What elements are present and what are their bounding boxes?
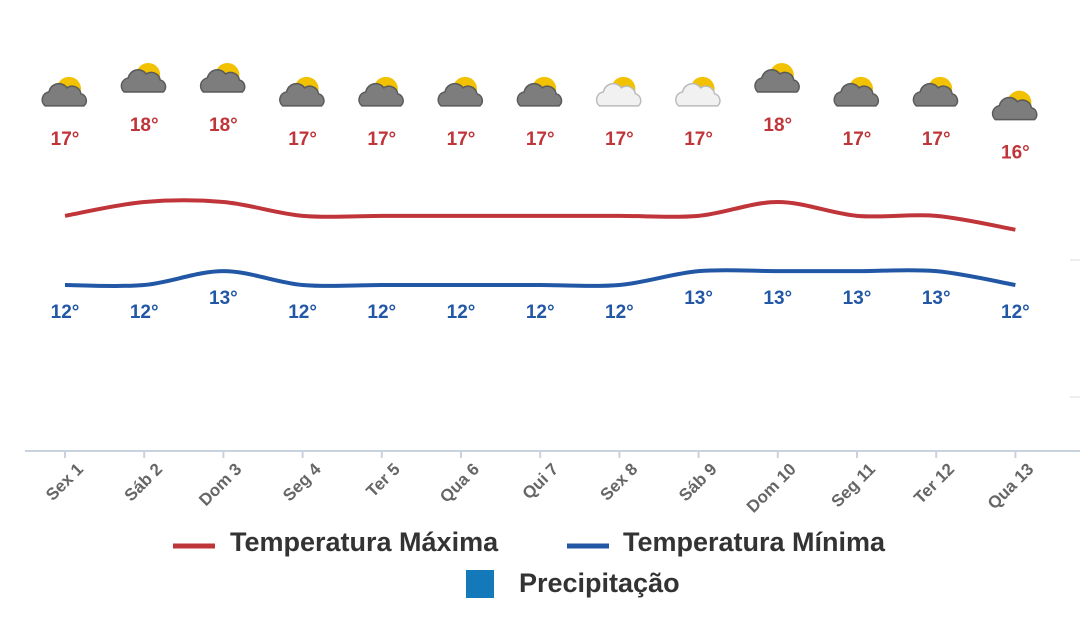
line — [64, 198, 1016, 232]
weather-icon — [912, 76, 959, 107]
value-label: 17° — [447, 129, 476, 150]
weather-icon — [437, 76, 484, 107]
value-label: 12° — [447, 302, 476, 323]
value-label: 17° — [843, 129, 872, 150]
cloud — [754, 69, 800, 93]
cloud — [833, 82, 880, 107]
value-label: 13° — [763, 288, 792, 309]
cloud — [675, 82, 721, 107]
x-tick-label: Dom 10 — [743, 460, 800, 517]
weather-icon — [279, 76, 325, 107]
value-label: 12° — [51, 302, 80, 323]
cloud — [358, 82, 404, 107]
value-label: 13° — [922, 288, 951, 309]
x-tick-label: Ter 5 — [363, 460, 404, 501]
x-tick-label: Dom 3 — [195, 460, 245, 510]
x-tick-label: Qua 6 — [436, 460, 483, 507]
cloud — [279, 82, 325, 107]
weather-icon — [41, 76, 88, 107]
cloud — [437, 82, 484, 107]
x-tick-label: Sex 1 — [42, 460, 87, 505]
cloud — [595, 82, 642, 107]
x-tick-label: Sáb 9 — [675, 460, 721, 506]
weather-icon — [120, 63, 167, 93]
x-tick-label: Qui 7 — [519, 460, 562, 503]
legend-label: Precipitação — [519, 568, 680, 598]
weather-icon — [199, 63, 246, 93]
x-tick-label: Sáb 2 — [121, 460, 167, 506]
value-label: 13° — [209, 288, 238, 309]
x-tick-label: Qua 13 — [984, 460, 1038, 514]
legend-label: Temperatura Mínima — [623, 527, 886, 557]
legend-swatch — [466, 570, 494, 598]
value-label: 17° — [605, 129, 634, 150]
weather-icon — [833, 76, 880, 107]
value-label: 12° — [605, 302, 634, 323]
weather-icon — [595, 76, 642, 107]
x-tick-label: Sex 8 — [597, 460, 642, 505]
value-label: 12° — [367, 302, 396, 323]
value-label: 18° — [763, 115, 792, 136]
legend-label: Temperatura Máxima — [230, 527, 499, 557]
cloud — [912, 82, 959, 107]
x-tick-label: Ter 12 — [910, 460, 958, 508]
weather-icon — [358, 76, 404, 107]
value-label: 13° — [843, 288, 872, 309]
value-label: 17° — [367, 129, 396, 150]
x-tick-label: Seg 11 — [827, 460, 879, 512]
value-label: 12° — [288, 302, 317, 323]
weather-icon — [516, 76, 563, 107]
value-label: 12° — [526, 302, 555, 323]
value-label: 12° — [1001, 302, 1030, 323]
value-label: 12° — [130, 302, 159, 323]
value-label: 17° — [288, 129, 317, 150]
weather-icon — [754, 63, 800, 93]
value-label: 17° — [684, 129, 713, 150]
cloud — [41, 82, 88, 107]
legend: Temperatura Máxima Temperatura Mínima Pr… — [173, 527, 886, 598]
value-label: 13° — [684, 288, 713, 309]
value-label: 17° — [922, 129, 951, 150]
cloud — [120, 69, 167, 93]
cloud — [199, 69, 246, 93]
line — [64, 268, 1016, 289]
value-label: 18° — [130, 115, 159, 136]
value-label: 17° — [51, 129, 80, 150]
cloud — [516, 82, 563, 107]
cloud — [991, 96, 1038, 121]
weather-icon — [675, 76, 721, 107]
x-tick-label: Seg 4 — [279, 459, 325, 505]
value-label: 16° — [1001, 143, 1030, 164]
weather-icon — [991, 90, 1038, 121]
value-label: 18° — [209, 115, 238, 136]
value-label: 17° — [526, 129, 555, 150]
